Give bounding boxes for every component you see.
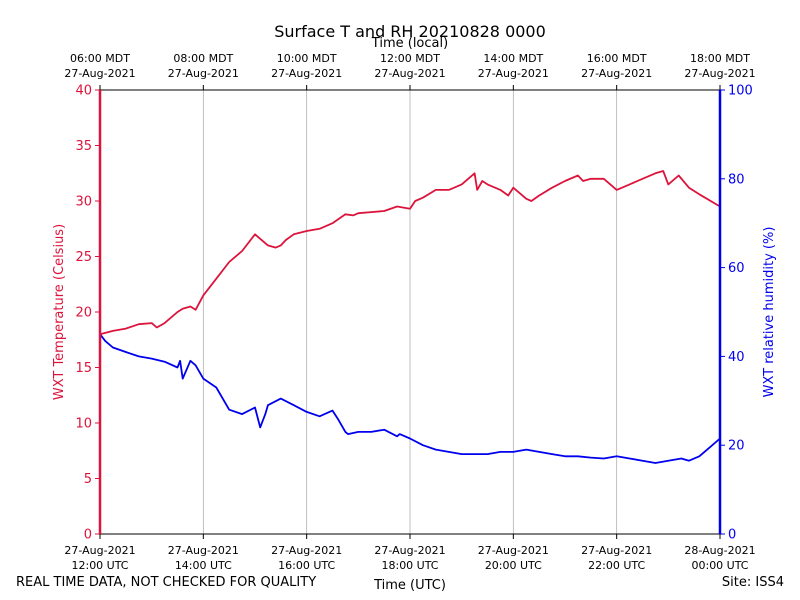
- top-tick-date-6: 27-Aug-2021: [684, 67, 755, 80]
- top-tick-date-1: 27-Aug-2021: [168, 67, 239, 80]
- left-tick-label-4: 20: [75, 306, 92, 321]
- top-tick-date-3: 27-Aug-2021: [374, 67, 445, 80]
- left-tick-label-5: 25: [75, 250, 92, 265]
- quality-disclaimer: REAL TIME DATA, NOT CHECKED FOR QUALITY: [16, 575, 317, 590]
- bottom-tick-time-4: 20:00 UTC: [485, 559, 542, 572]
- bottom-tick-date-0: 27-Aug-2021: [64, 544, 135, 557]
- left-tick-label-8: 40: [75, 84, 92, 99]
- left-tick-label-6: 30: [75, 195, 92, 210]
- left-tick-label-1: 5: [84, 472, 92, 487]
- bottom-tick-time-1: 14:00 UTC: [175, 559, 232, 572]
- bottom-tick-date-5: 27-Aug-2021: [581, 544, 652, 557]
- top-tick-time-4: 14:00 MDT: [483, 52, 543, 65]
- bottom-tick-date-3: 27-Aug-2021: [374, 544, 445, 557]
- bottom-tick-time-6: 00:00 UTC: [691, 559, 748, 572]
- top-tick-time-6: 18:00 MDT: [690, 52, 750, 65]
- right-tick-label-2: 40: [728, 350, 745, 365]
- right-tick-label-5: 100: [728, 84, 753, 99]
- bottom-tick-time-5: 22:00 UTC: [588, 559, 645, 572]
- humidity-line: [99, 333, 721, 464]
- left-tick-label-7: 35: [75, 139, 92, 154]
- temperature-line: [99, 170, 721, 336]
- ticks-group: 0 5 10 15 20 25 30 35 40 0 20 40 60 80 100 27-Aug-2021 1…: [64, 52, 755, 572]
- grid-lines: [202, 90, 618, 534]
- left-tick-label-3: 15: [75, 361, 92, 376]
- bottom-tick-date-6: 28-Aug-2021: [684, 544, 755, 557]
- left-tick-label-0: 0: [84, 528, 92, 543]
- top-tick-date-0: 27-Aug-2021: [64, 67, 135, 80]
- top-tick-time-2: 10:00 MDT: [277, 52, 337, 65]
- right-tick-label-4: 80: [728, 172, 745, 187]
- chart-title: Surface T and RH 20210828 0000: [274, 22, 546, 41]
- top-tick-time-0: 06:00 MDT: [70, 52, 130, 65]
- top-tick-time-1: 08:00 MDT: [173, 52, 233, 65]
- site-label: Site: ISS4: [721, 575, 784, 590]
- series-group: [99, 170, 721, 464]
- top-tick-time-5: 16:00 MDT: [587, 52, 647, 65]
- top-tick-date-5: 27-Aug-2021: [581, 67, 652, 80]
- right-y-axis-label: WXT relative humidity (%): [762, 227, 777, 398]
- bottom-x-axis-label: Time (UTC): [373, 578, 446, 593]
- top-x-axis-label: Time (local): [371, 36, 448, 51]
- right-tick-label-0: 0: [728, 528, 736, 543]
- bottom-tick-time-0: 12:00 UTC: [71, 559, 128, 572]
- left-y-axis-label: WXT Temperature (Celsius): [52, 224, 67, 400]
- bottom-tick-date-2: 27-Aug-2021: [271, 544, 342, 557]
- top-tick-date-2: 27-Aug-2021: [271, 67, 342, 80]
- bottom-tick-time-3: 18:00 UTC: [381, 559, 438, 572]
- bottom-tick-date-4: 27-Aug-2021: [478, 544, 549, 557]
- bottom-tick-date-1: 27-Aug-2021: [168, 544, 239, 557]
- top-tick-date-4: 27-Aug-2021: [478, 67, 549, 80]
- bottom-tick-time-2: 16:00 UTC: [278, 559, 335, 572]
- right-tick-label-3: 60: [728, 261, 745, 276]
- right-tick-label-1: 20: [728, 439, 745, 454]
- top-tick-time-3: 12:00 MDT: [380, 52, 440, 65]
- left-tick-label-2: 10: [75, 417, 92, 432]
